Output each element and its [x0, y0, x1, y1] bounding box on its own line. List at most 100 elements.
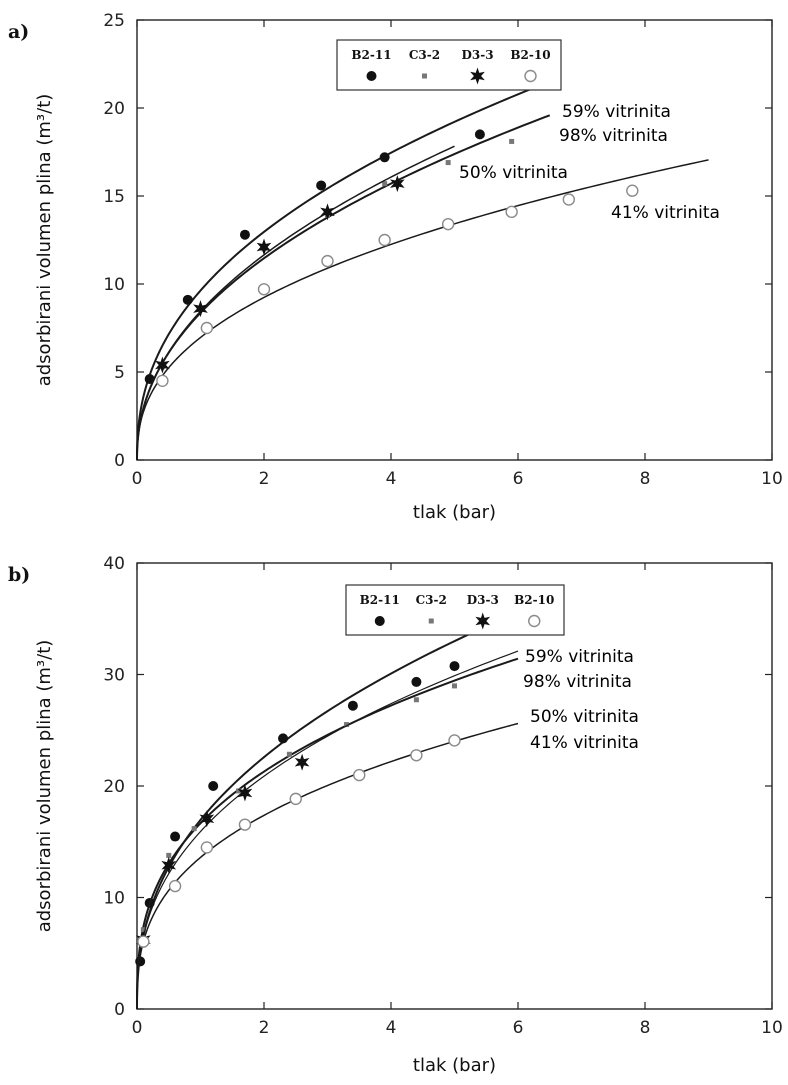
y-tick-label: 0	[114, 1000, 125, 1020]
data-point-b2-10	[156, 374, 169, 387]
y-tick-label: 40	[103, 554, 125, 574]
y-axis-label: adsorbirani volumen plina (m³/t)	[34, 94, 55, 387]
data-point-b2-11	[411, 676, 422, 687]
series-line-d3-3	[136, 650, 519, 1010]
legend-marker-d3-3	[475, 612, 491, 630]
data-point-b2-11	[278, 733, 289, 744]
data-point-b2-10	[257, 283, 271, 296]
legend-label: B2-10	[514, 593, 554, 607]
y-tick-label: 20	[103, 99, 125, 119]
data-point-d3-3	[320, 203, 335, 221]
data-point-b2-10	[448, 734, 461, 747]
data-point-c3-2	[509, 138, 515, 144]
data-point-b2-10	[200, 321, 214, 335]
series-line-c3-2	[136, 657, 519, 1010]
data-point-b2-10	[378, 233, 391, 247]
data-point-c3-2	[382, 181, 388, 187]
x-tick-label: 8	[640, 469, 651, 489]
data-point-b2-10	[238, 818, 252, 831]
series-line-b2-11	[136, 80, 551, 461]
data-point-d3-3	[389, 175, 405, 193]
data-point-b2-10	[168, 879, 182, 893]
data-point-b2-11	[239, 229, 250, 240]
y-tick-label: 25	[103, 11, 125, 31]
x-tick-label: 6	[513, 469, 524, 489]
legend: B2-11 C3-2 D3-3 B2-10	[345, 584, 565, 636]
data-point-d3-3	[193, 300, 208, 318]
series-annotation-b2-11: 59% vitrinita	[525, 647, 634, 667]
legend-marker-b2-11	[374, 616, 385, 626]
data-point-d3-3	[237, 784, 253, 802]
legend-label: C3-2	[409, 48, 440, 62]
data-point-b2-10	[353, 768, 366, 782]
data-point-c3-2	[236, 788, 242, 794]
data-point-b2-10	[321, 254, 334, 268]
data-point-b2-11	[208, 781, 219, 791]
legend-marker-b2-11	[366, 71, 377, 81]
data-point-c3-2	[452, 683, 457, 689]
y-tick-label: 15	[103, 187, 125, 207]
x-axis-label: tlak (bar)	[413, 1055, 496, 1076]
series-annotation-d3-3: 50% vitrinita	[459, 163, 568, 183]
data-point-b2-10	[626, 184, 639, 197]
legend-label: D3-3	[461, 48, 493, 62]
data-point-c3-2	[286, 751, 292, 757]
legend-box	[345, 584, 565, 636]
data-point-d3-3	[155, 356, 170, 374]
legend-box	[336, 39, 562, 91]
data-point-b2-11	[449, 661, 460, 672]
data-point-b2-10	[200, 841, 214, 854]
y-tick-label: 0	[114, 451, 125, 471]
data-point-c3-2	[191, 826, 197, 832]
legend-label: C3-2	[416, 593, 447, 607]
data-point-c3-2	[344, 722, 350, 728]
chart-panel-a: a) 0 2 4 6 8 10 0 5 10 15 20 25 tlak (bar) adsorbirani…	[8, 11, 783, 523]
series-line-b2-10	[136, 722, 519, 1010]
data-point-b2-11	[347, 700, 358, 711]
y-tick-label: 10	[103, 275, 125, 295]
data-point-b2-11	[474, 129, 485, 140]
data-point-b2-11	[379, 152, 390, 163]
data-point-b2-11	[316, 180, 327, 191]
x-tick-label: 0	[132, 469, 143, 489]
x-axis-label: tlak (bar)	[413, 502, 496, 523]
x-tick-label: 6	[513, 1018, 524, 1038]
data-point-b2-11	[182, 294, 193, 305]
series-line-b2-10	[136, 159, 709, 461]
x-tick-label: 2	[259, 1018, 270, 1038]
x-tick-label: 4	[386, 1018, 397, 1038]
panel-label: a)	[8, 21, 29, 43]
panel-label: b)	[8, 564, 30, 586]
y-tick-label: 5	[114, 363, 125, 383]
legend-marker-c3-2	[422, 73, 427, 79]
x-tick-label: 10	[761, 1018, 783, 1038]
data-point-c3-2	[166, 852, 172, 858]
x-tick-label: 4	[386, 469, 397, 489]
legend-marker-c3-2	[428, 618, 434, 624]
data-point-b2-10	[410, 749, 423, 762]
legend-label: B2-11	[360, 593, 400, 607]
plot-frame	[136, 19, 773, 461]
data-point-d3-3	[161, 856, 177, 874]
data-point-c3-2	[140, 927, 146, 933]
legend-label: B2-10	[510, 48, 550, 62]
series-annotation-b2-11: 59% vitrinita	[562, 102, 671, 122]
y-tick-label: 20	[103, 777, 125, 797]
x-tick-label: 0	[132, 1018, 143, 1038]
legend-marker-b2-10	[524, 69, 537, 83]
series-annotation-d3-3: 50% vitrinita	[530, 707, 639, 727]
data-point-d3-3	[256, 238, 272, 256]
data-point-b2-10	[441, 217, 455, 231]
x-tick-label: 8	[640, 1018, 651, 1038]
data-point-c3-2	[413, 697, 419, 703]
legend-label: B2-11	[351, 48, 391, 62]
legend-marker-d3-3	[470, 67, 485, 85]
legend-label: D3-3	[467, 593, 499, 607]
y-axis-label: adsorbirani volumen plina (m³/t)	[34, 640, 55, 933]
y-tick-label: 30	[103, 666, 125, 686]
data-point-d3-3	[294, 753, 310, 771]
data-point-b2-10	[562, 193, 575, 206]
data-point-d3-3	[199, 810, 215, 828]
data-point-b2-10	[289, 792, 302, 806]
